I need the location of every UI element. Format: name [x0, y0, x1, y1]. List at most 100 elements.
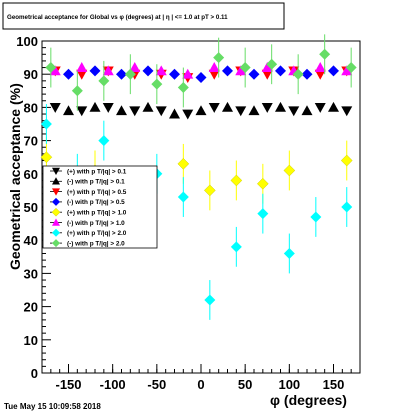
data-point	[182, 68, 194, 79]
data-point	[142, 65, 154, 77]
data-point	[301, 105, 313, 116]
data-point	[310, 197, 322, 237]
data-point	[76, 62, 88, 72]
data-point	[169, 68, 180, 80]
data-point	[203, 170, 216, 211]
data-point	[292, 54, 304, 95]
data-point	[257, 193, 269, 234]
data-point	[341, 106, 353, 117]
data-point	[314, 69, 326, 80]
data-point	[261, 69, 273, 80]
data-point	[248, 68, 260, 80]
data-point	[98, 60, 110, 101]
data-point	[49, 103, 61, 113]
data-point	[155, 65, 167, 76]
data-point	[124, 54, 136, 95]
legend-entry: (+) with p T/|q| > 2.0	[50, 228, 127, 237]
data-point	[116, 105, 127, 116]
data-point	[235, 65, 247, 76]
svg-text:(+) with p T/|q| > 0.1: (+) with p T/|q| > 0.1	[67, 168, 127, 175]
x-tick-label: -100	[100, 377, 126, 392]
svg-text:(+) with p T/|q| > 0.5: (+) with p T/|q| > 0.5	[67, 189, 127, 196]
data-point	[195, 72, 207, 84]
data-point	[45, 47, 57, 88]
y-tick-label: 50	[24, 200, 38, 215]
data-point	[182, 109, 194, 120]
legend: (+) with p T/|q| > 0.1 (-) with p T/|q| >…	[42, 165, 158, 249]
y-tick-label: 30	[24, 266, 38, 281]
svg-text:(+) with p T/|q| > 1.0: (+) with p T/|q| > 1.0	[67, 210, 127, 217]
data-point	[169, 108, 180, 119]
data-point	[230, 226, 242, 267]
data-point	[314, 103, 326, 113]
chart-title: Geometrical acceptance for Global vs φ (…	[7, 14, 228, 21]
data-point	[319, 34, 331, 75]
data-point	[239, 47, 251, 88]
svg-text:(-) with p T/|q| > 0.1: (-) with p T/|q| > 0.1	[67, 179, 125, 186]
data-point	[63, 105, 74, 116]
data-point	[314, 62, 326, 72]
data-point	[102, 103, 114, 113]
data-point	[177, 177, 189, 217]
legend-box	[42, 165, 158, 249]
title-box	[2, 2, 285, 30]
x-tick-label: 50	[238, 377, 252, 392]
data-point	[76, 106, 88, 117]
data-point	[116, 68, 127, 80]
data-point	[340, 140, 353, 181]
x-tick-label: 100	[278, 377, 300, 392]
axis-ticks: 0 10 20 30 40 50 60 70 80 90 100 -150 -100 -50 0 50 100 1…	[16, 34, 352, 392]
svg-text:(-) with p T/|q| > 0.5: (-) with p T/|q| > 0.5	[67, 199, 125, 206]
y-tick-label: 60	[24, 167, 38, 182]
data-point	[98, 120, 110, 161]
data-point	[328, 101, 339, 112]
x-tick-label: 0	[197, 377, 204, 392]
data-point	[222, 65, 233, 77]
data-point	[129, 106, 141, 117]
data-point	[177, 67, 189, 108]
data-point	[288, 106, 300, 117]
data-point	[341, 187, 353, 227]
data-point	[71, 70, 83, 111]
y-tick-label: 20	[24, 300, 38, 315]
y-tick-label: 70	[24, 134, 38, 149]
y-tick-label: 0	[31, 366, 38, 381]
data-point	[76, 69, 88, 80]
y-tick-label: 80	[24, 100, 38, 115]
data-point	[89, 65, 101, 77]
legend-entry: (-) with p T/|q| > 1.0	[50, 218, 125, 227]
data-point	[63, 68, 74, 80]
data-point	[345, 47, 357, 88]
data-point	[129, 62, 141, 72]
y-tick-label: 40	[24, 233, 38, 248]
data-point	[261, 62, 273, 72]
data-point	[283, 233, 295, 274]
data-point	[151, 64, 163, 105]
data-point	[208, 62, 220, 72]
data-point	[222, 101, 233, 112]
legend-entry: (+) with p T/|q| > 0.1	[50, 167, 127, 175]
legend-entry: (-) with p T/|q| > 0.1	[50, 177, 125, 186]
data-point	[204, 280, 216, 320]
data-point	[230, 160, 243, 201]
data-point	[213, 37, 225, 78]
data-point	[208, 69, 220, 80]
data-point	[102, 65, 114, 76]
data-point	[89, 101, 101, 112]
y-tick-label: 100	[16, 34, 38, 49]
data-point	[283, 150, 296, 191]
x-tick-label: 150	[323, 377, 345, 392]
data-point	[248, 105, 260, 116]
x-axis-title: φ (degrees)	[270, 392, 347, 408]
svg-text:(-) with p T/|q| > 2.0: (-) with p T/|q| > 2.0	[67, 240, 125, 247]
y-tick-label: 10	[24, 333, 38, 348]
legend-entry: (+) with p T/|q| > 0.5	[50, 188, 127, 196]
svg-text:(+) with p T/|q| > 2.0: (+) with p T/|q| > 2.0	[67, 230, 127, 237]
data-point	[275, 101, 286, 112]
data-point	[40, 104, 52, 144]
data-point	[208, 103, 220, 113]
data-point	[235, 106, 247, 117]
y-tick-label: 90	[24, 67, 38, 82]
